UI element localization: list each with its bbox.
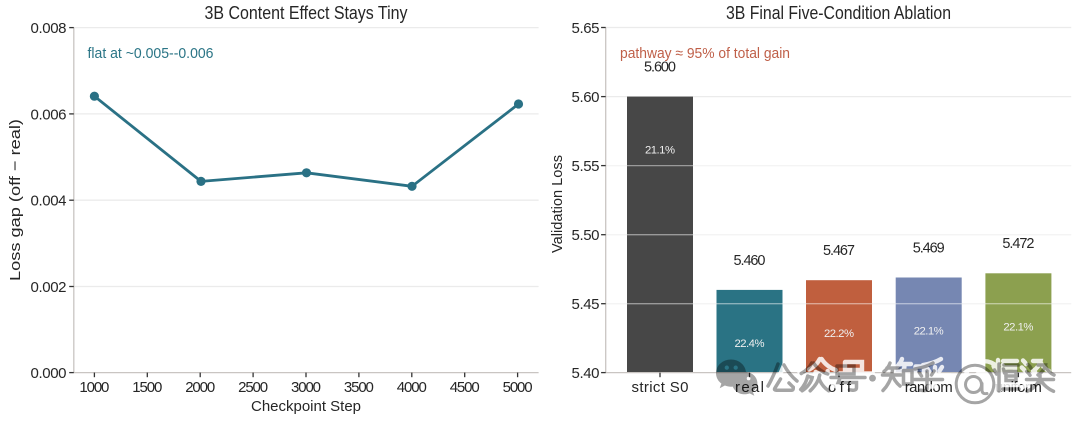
svg-text:22.4%: 22.4%: [735, 338, 765, 350]
svg-text:3B Content Effect Stays Tiny: 3B Content Effect Stays Tiny: [205, 3, 409, 23]
svg-text:22.2%: 22.2%: [824, 328, 854, 340]
svg-text:pathway ≈ 95% of total gain: pathway ≈ 95% of total gain: [620, 45, 790, 62]
svg-text:5.50: 5.50: [572, 227, 600, 244]
svg-text:5.469: 5.469: [913, 240, 945, 256]
svg-text:5.60: 5.60: [572, 89, 600, 106]
svg-text:0.008: 0.008: [31, 20, 67, 37]
svg-text:22.1%: 22.1%: [914, 326, 944, 338]
svg-text:5.40: 5.40: [572, 365, 600, 382]
svg-text:5.600: 5.600: [644, 59, 676, 75]
svg-text:5000: 5000: [503, 379, 533, 396]
svg-text:flat at ~0.005--0.006: flat at ~0.005--0.006: [88, 45, 214, 62]
svg-text:real: real: [735, 379, 764, 396]
svg-text:5.472: 5.472: [1002, 236, 1034, 252]
svg-text:3500: 3500: [344, 379, 374, 396]
svg-text:2000: 2000: [185, 379, 215, 396]
svg-text:4000: 4000: [397, 379, 427, 396]
svg-text:5.467: 5.467: [823, 243, 855, 259]
svg-text:5.460: 5.460: [734, 253, 766, 269]
svg-text:0.006: 0.006: [31, 106, 67, 123]
svg-text:Loss gap (off − real): Loss gap (off − real): [7, 119, 24, 281]
svg-text:3B Final Five-Condition Ablati: 3B Final Five-Condition Ablation: [726, 3, 951, 23]
svg-text:Checkpoint Step: Checkpoint Step: [251, 398, 361, 415]
svg-text:1500: 1500: [132, 379, 162, 396]
svg-text:21.1%: 21.1%: [645, 145, 675, 157]
svg-text:22.1%: 22.1%: [1003, 321, 1033, 333]
svg-text:Validation Loss: Validation Loss: [549, 155, 566, 253]
svg-text:0.000: 0.000: [31, 365, 67, 382]
svg-text:5.45: 5.45: [572, 296, 600, 313]
svg-text:0.004: 0.004: [31, 193, 67, 210]
svg-text:strict S0: strict S0: [632, 379, 689, 396]
svg-text:1000: 1000: [79, 379, 109, 396]
svg-text:4500: 4500: [450, 379, 480, 396]
svg-text:2500: 2500: [238, 379, 268, 396]
svg-text:5.65: 5.65: [572, 20, 600, 37]
svg-text:5.55: 5.55: [572, 158, 600, 175]
svg-text:0.002: 0.002: [31, 279, 67, 296]
svg-text:3000: 3000: [291, 379, 321, 396]
